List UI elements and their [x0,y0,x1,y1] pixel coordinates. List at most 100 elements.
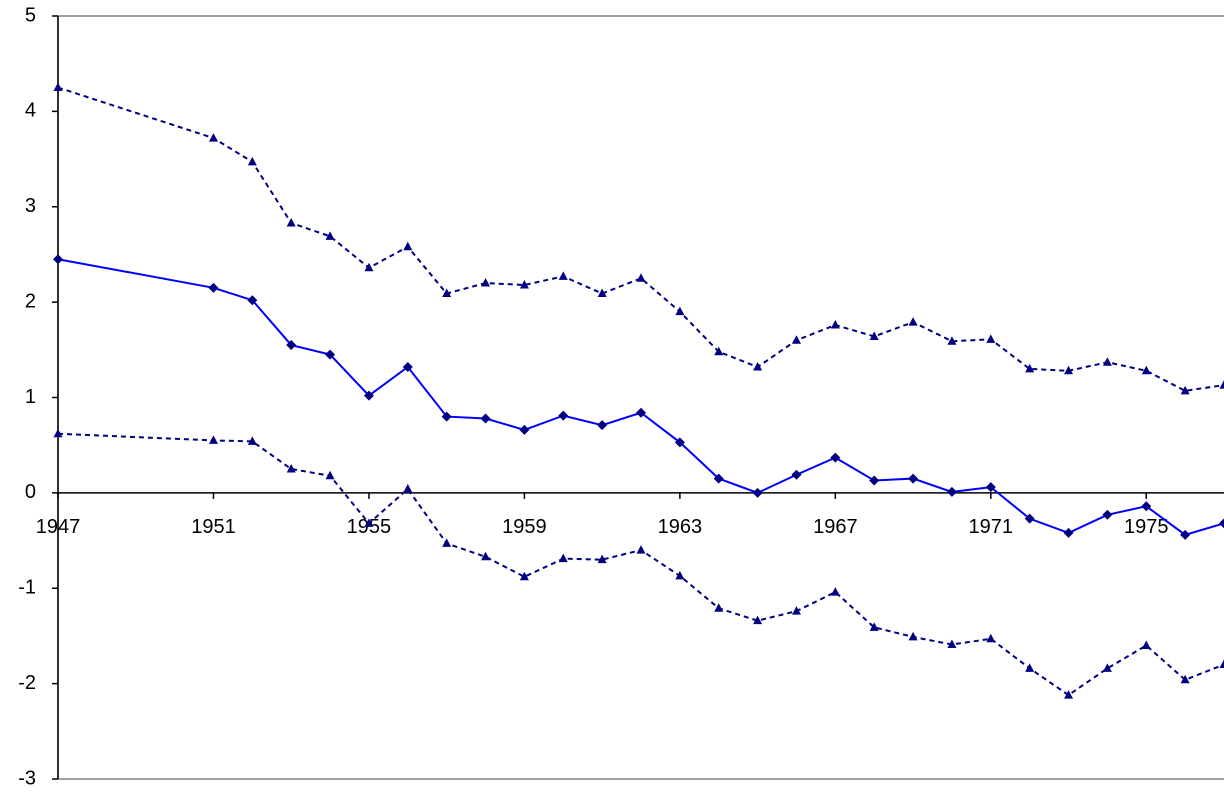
point-marker [53,254,63,265]
point-marker [597,288,607,298]
point-marker [946,486,957,497]
point-marker [558,553,568,563]
point-marker [208,435,218,444]
point-marker [247,156,257,166]
point-marker [441,411,452,422]
series-line [57,86,1224,392]
point-marker [286,464,296,473]
point-marker [830,587,840,596]
x-tick-label: 1951 [191,516,236,538]
point-marker [286,217,296,227]
y-tick-label: 4 [25,100,36,122]
point-marker [208,133,218,142]
point-marker [481,551,491,561]
y-tick-label: 2 [25,290,36,312]
point-marker [403,241,413,251]
point-marker [442,538,452,547]
point-marker [363,390,374,401]
point-marker [986,633,996,643]
y-tick-label: 0 [25,481,36,503]
point-marker [597,554,607,564]
point-marker [1219,518,1224,529]
point-marker [1180,529,1191,540]
point-marker [1064,690,1074,699]
point-marker [53,428,63,438]
point-marker [1102,663,1112,672]
point-marker [791,335,801,344]
point-marker [519,424,530,435]
y-tick-label: 3 [25,195,36,217]
point-marker [714,603,724,612]
point-marker [597,420,608,431]
x-tick-label: 1959 [502,516,547,538]
point-marker [869,331,879,340]
plot-frame [57,15,1224,780]
y-tick-label: 5 [25,4,36,26]
point-marker [675,306,685,316]
point-marker [325,231,335,240]
point-marker [481,278,491,287]
point-marker [714,346,724,356]
series-line [57,432,1224,697]
x-tick-label: 1971 [969,516,1014,538]
point-marker [636,407,646,418]
point-marker [286,340,297,351]
point-marker [753,615,763,625]
point-marker [558,410,569,421]
point-marker [402,361,413,372]
point-marker [1025,363,1035,373]
point-marker [1064,365,1074,375]
point-marker [713,473,724,484]
point-marker [830,452,841,463]
point-marker [947,639,957,649]
point-marker [1141,365,1151,375]
point-marker [403,484,413,493]
point-marker [364,262,374,272]
point-marker [1219,380,1224,389]
point-marker [908,317,918,326]
point-marker [791,606,801,615]
point-marker [791,469,802,480]
point-marker [986,334,996,343]
point-marker [869,475,880,486]
y-tick-label: -1 [18,577,36,599]
point-marker [480,413,491,424]
point-marker [519,279,529,289]
point-marker [753,361,763,371]
point-marker [519,571,529,581]
y-tick-label: -3 [18,767,36,789]
point-marker [442,288,452,298]
x-tick-label: 1967 [813,516,858,538]
point-marker [675,570,685,580]
point-marker [247,295,258,306]
point-marker [985,482,996,493]
point-marker [752,487,763,498]
point-marker [908,473,919,484]
x-tick-label: 1963 [658,516,703,538]
point-marker [208,282,219,293]
point-marker [869,622,879,631]
point-marker [247,436,257,445]
point-marker [53,82,63,92]
series-line [57,258,1224,536]
point-marker [325,349,336,360]
y-tick-label: 1 [25,386,36,408]
x-tick-label: 1955 [347,516,392,538]
point-marker [1219,659,1224,669]
point-marker [1180,674,1190,684]
y-tick-label: -2 [18,672,36,694]
point-marker [364,518,374,527]
point-marker [558,271,568,280]
point-marker [1102,357,1112,366]
point-marker [947,336,957,345]
point-marker [1102,509,1113,520]
point-marker [636,545,646,554]
point-marker [1024,513,1035,524]
point-marker [830,320,840,329]
point-marker [1025,663,1035,672]
point-marker [636,273,646,282]
point-marker [1180,385,1190,395]
point-marker [325,470,335,480]
x-tick-label: 1947 [36,516,81,538]
